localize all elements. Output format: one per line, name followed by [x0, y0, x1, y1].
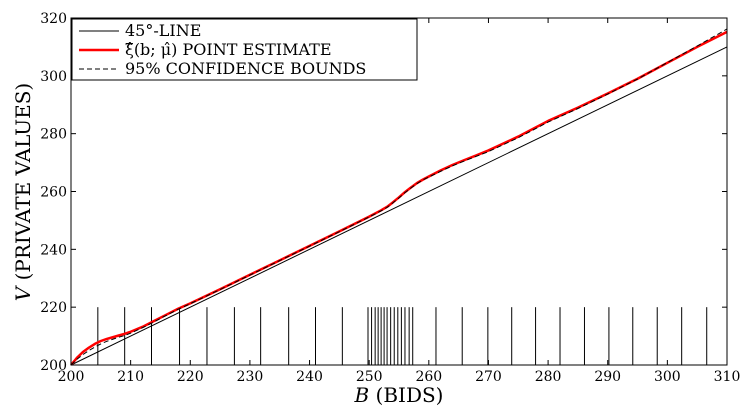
- x-tick-label: 200: [58, 369, 85, 385]
- y-tick-label: 220: [40, 300, 67, 316]
- x-tick-label: 260: [415, 369, 442, 385]
- y-tick-label: 300: [40, 69, 67, 85]
- x-axis-label: B (BIDS): [353, 383, 443, 407]
- x-axis-label-text: (BIDS): [376, 383, 444, 407]
- x-tick-label: 220: [177, 369, 204, 385]
- series-lines: [70, 28, 728, 366]
- x-tick-label: 250: [356, 369, 383, 385]
- legend: 45°-LINE ξ̂(b; μ̂) POINT ESTIMATE 95% CO…: [71, 18, 418, 81]
- y-axis-ticks: 200 220 240 260 280 300 320: [40, 11, 727, 374]
- x-tick-label: 290: [594, 369, 621, 385]
- y-tick-label: 280: [40, 127, 67, 143]
- y-axis-label-var: V: [11, 284, 35, 301]
- y-axis-label-text: (PRIVATE VALUES): [11, 83, 35, 281]
- y-tick-label: 260: [40, 185, 67, 201]
- series-line-45-line: [70, 46, 728, 366]
- x-tick-label: 240: [296, 369, 323, 385]
- legend-label-point-estimate: ξ̂(b; μ̂) POINT ESTIMATE: [125, 40, 332, 59]
- bid-markers: [97, 307, 708, 365]
- series-line-confidence-bounds: [70, 28, 728, 366]
- x-tick-label: 280: [535, 369, 562, 385]
- x-tick-label: 310: [714, 369, 741, 385]
- x-tick-label: 230: [237, 369, 264, 385]
- x-tick-label: 270: [475, 369, 502, 385]
- y-axis-label: V (PRIVATE VALUES): [11, 83, 35, 301]
- x-tick-label: 210: [117, 369, 144, 385]
- y-tick-label: 200: [40, 358, 67, 374]
- legend-box: [71, 18, 418, 81]
- y-tick-label: 240: [40, 242, 67, 258]
- x-axis-label-var: B: [353, 383, 369, 407]
- legend-label-confidence-bounds: 95% CONFIDENCE BOUNDS: [125, 59, 366, 78]
- x-tick-label: 300: [654, 369, 681, 385]
- y-tick-label: 320: [40, 11, 67, 27]
- x-axis-ticks: 200 210 220 230 240 250 260 270 280 290 300 310: [58, 18, 741, 385]
- legend-label-45-line: 45°-LINE: [125, 21, 201, 40]
